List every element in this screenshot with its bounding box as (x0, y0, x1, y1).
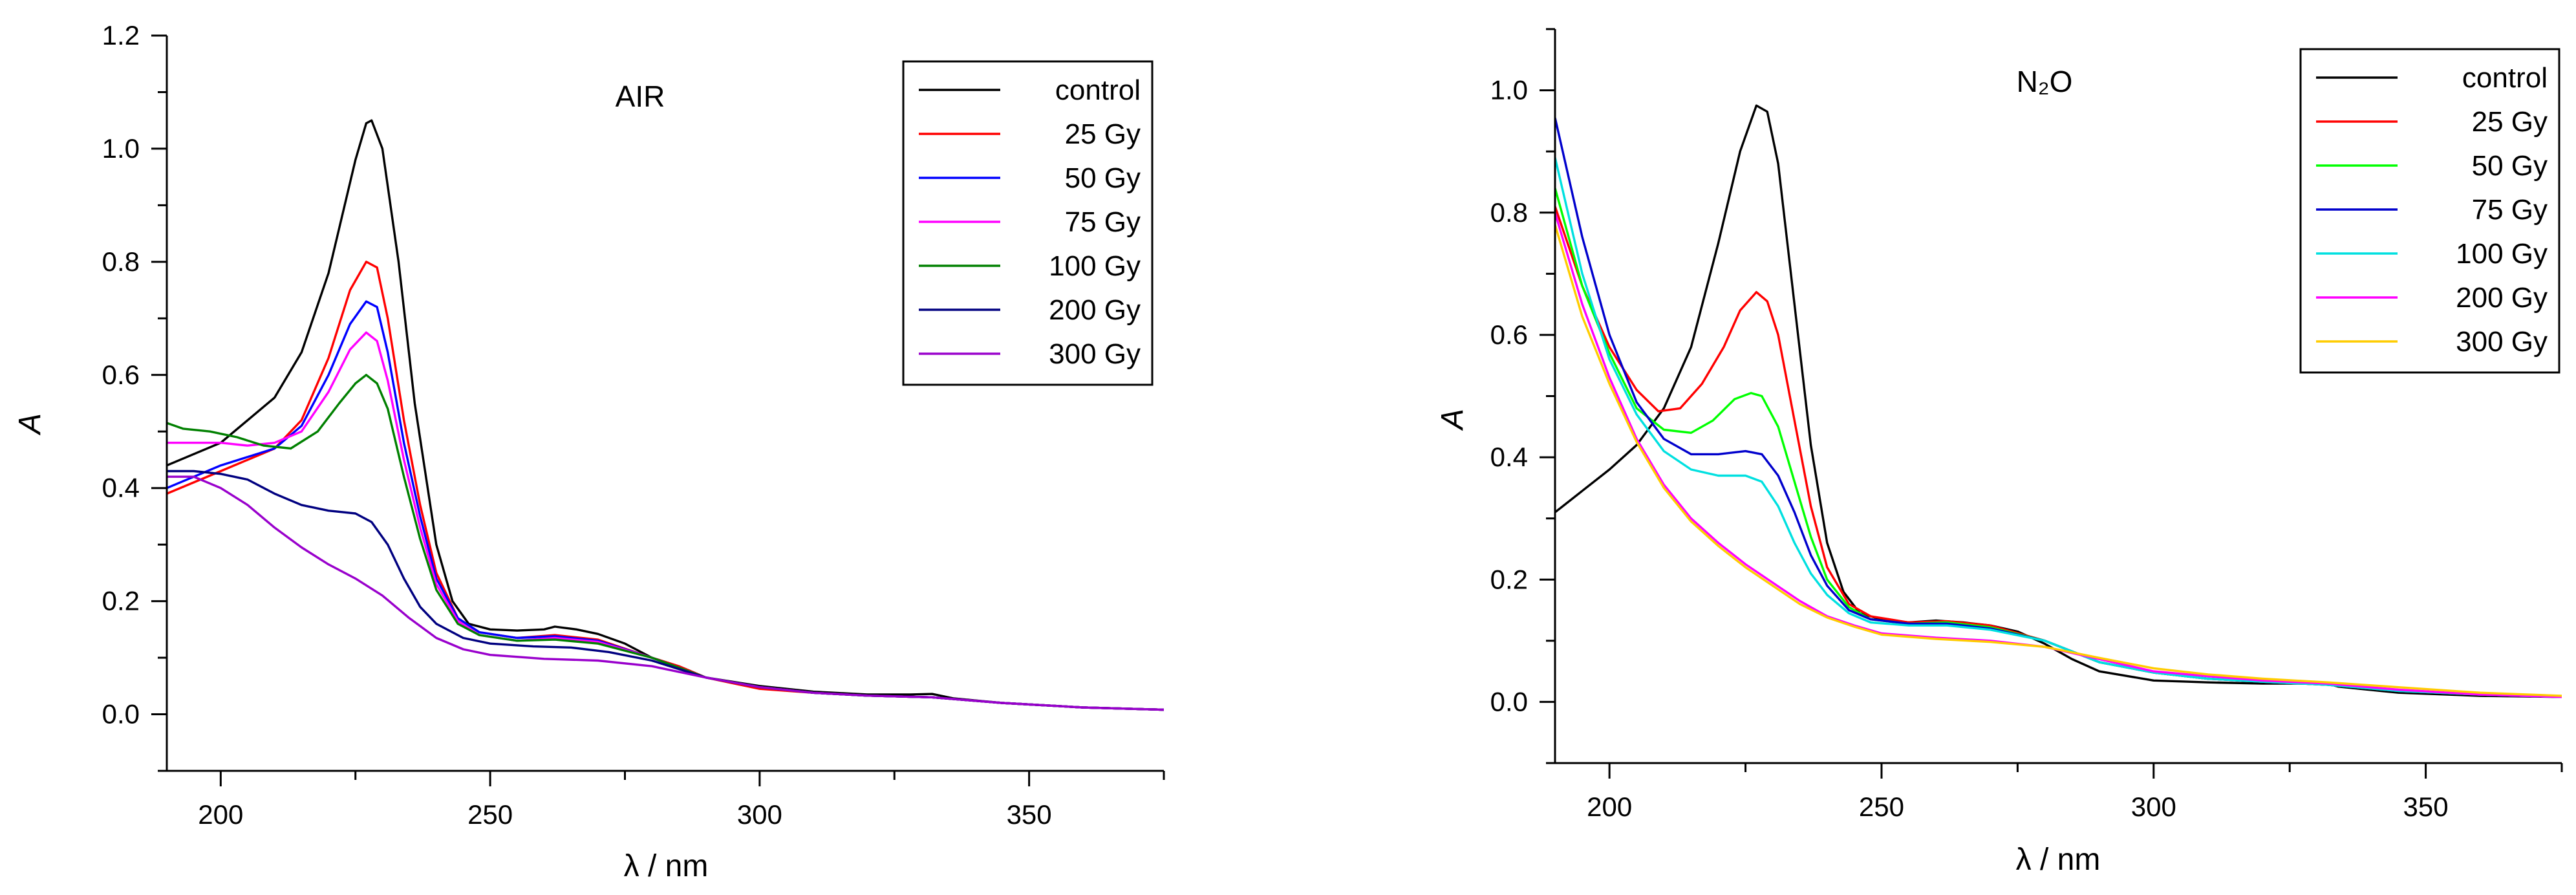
y-tick-label: 0.4 (1490, 442, 1528, 472)
chart-air: 0.0 0.2 0.4 0.6 0.8 1.0 1.2 200 250 300 350 λ / nm A… (13, 20, 1165, 883)
legend-label: 100 Gy (1049, 250, 1141, 282)
y-tick-label: 1.2 (102, 20, 140, 50)
panel-title: N₂O (2017, 65, 2073, 98)
series-line-100-gy (1555, 157, 2562, 698)
series-line-300-gy (1555, 224, 2562, 697)
x-tick-label: 300 (737, 799, 782, 830)
legend-label: 200 Gy (1049, 294, 1141, 326)
legend-label: 50 Gy (2472, 150, 2548, 182)
series-line-200-gy (1555, 212, 2562, 698)
series-line-100-gy (167, 374, 1164, 711)
y-axis-label: A (1435, 409, 1470, 431)
legend-label: 25 Gy (2472, 106, 2548, 138)
y-tick-label: 0.0 (1490, 686, 1528, 717)
legend: control 25 Gy 50 Gy 75 Gy 100 Gy 200 Gy 300 Gy (902, 60, 1154, 386)
legend-box (902, 60, 1154, 386)
x-tick-label: 350 (2403, 792, 2449, 822)
legend-label: 75 Gy (1065, 206, 1141, 238)
legend-label: control (1055, 74, 1141, 106)
legend-box (2299, 48, 2560, 374)
y-tick-label: 0.4 (102, 473, 140, 503)
y-tick-label: 0.0 (102, 699, 140, 729)
y-tick-label: 1.0 (1490, 75, 1528, 105)
series-lines (1555, 104, 2562, 698)
y-tick-label: 1.0 (102, 133, 140, 164)
y-tick-label: 0.6 (1490, 319, 1528, 350)
legend-label: 300 Gy (1049, 338, 1141, 370)
x-axis-label: λ / nm (624, 849, 709, 883)
x-tick-label: 300 (2131, 792, 2176, 822)
x-tick-label: 200 (198, 799, 243, 830)
series-line-200-gy (167, 469, 1164, 711)
legend-label: control (2462, 62, 2548, 94)
panel-title: AIR (616, 80, 665, 113)
chart-n2o: 0.0 0.2 0.4 0.6 0.8 1.0 200 250 300 350 λ / nm A N₂O… (1435, 28, 2563, 877)
y-axis-label: A (13, 413, 47, 436)
x-axis-label: λ / nm (2016, 843, 2101, 877)
legend-label: 50 Gy (1065, 162, 1141, 194)
x-tick-label: 200 (1587, 792, 1632, 822)
legend: control 25 Gy 50 Gy 75 Gy 100 Gy 200 Gy 300 Gy (2299, 48, 2560, 374)
x-tick-label: 250 (467, 799, 513, 830)
x-tick-label: 350 (1007, 799, 1052, 830)
y-tick-label: 0.2 (102, 586, 140, 616)
series-lines (167, 119, 1164, 711)
y-tick-label: 0.8 (102, 246, 140, 277)
y-tick-label: 0.2 (1490, 564, 1528, 594)
legend-label: 200 Gy (2456, 282, 2548, 314)
legend-label: 25 Gy (1065, 118, 1141, 150)
legend-label: 75 Gy (2472, 194, 2548, 226)
y-tick-label: 0.8 (1490, 197, 1528, 228)
x-tick-label: 250 (1859, 792, 1904, 822)
series-line-300-gy (167, 475, 1164, 711)
legend-label: 300 Gy (2456, 326, 2548, 358)
y-tick-label: 0.6 (102, 360, 140, 390)
series-line-control (167, 119, 1164, 711)
legend-label: 100 Gy (2456, 238, 2548, 270)
series-line-75-gy (167, 331, 1164, 711)
